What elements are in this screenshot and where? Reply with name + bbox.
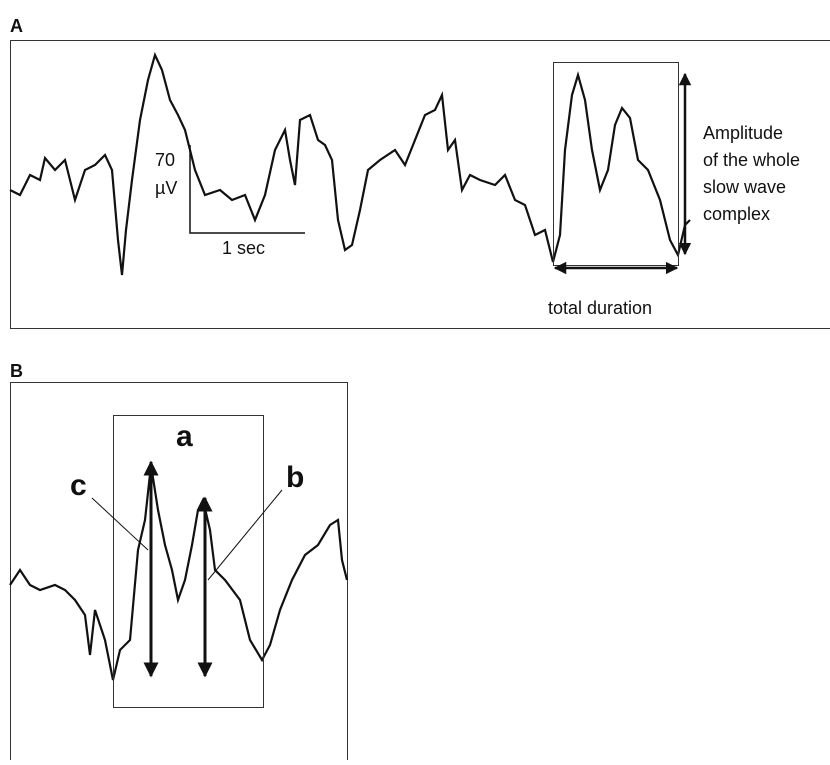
- pointer-line: [208, 490, 282, 580]
- amplitude-label: slow wave: [703, 177, 786, 197]
- panel-label: B: [10, 361, 23, 381]
- scale-time: 1 sec: [222, 238, 265, 258]
- pointer-line: [92, 498, 148, 550]
- mark-label: c: [70, 469, 87, 502]
- scale-amplitude: 70: [155, 150, 175, 170]
- scale-unit: µV: [155, 178, 177, 198]
- mark-label: b: [286, 461, 304, 494]
- scale-bar: [190, 145, 305, 233]
- amplitude-label: of the whole: [703, 150, 800, 170]
- duration-label: total duration: [548, 298, 652, 318]
- amplitude-label: Amplitude: [703, 123, 783, 143]
- panel-label: A: [10, 16, 23, 36]
- eeg-trace: [10, 465, 347, 680]
- eeg-trace: [10, 55, 690, 275]
- mark-label: a: [176, 420, 193, 453]
- amplitude-label: complex: [703, 204, 770, 224]
